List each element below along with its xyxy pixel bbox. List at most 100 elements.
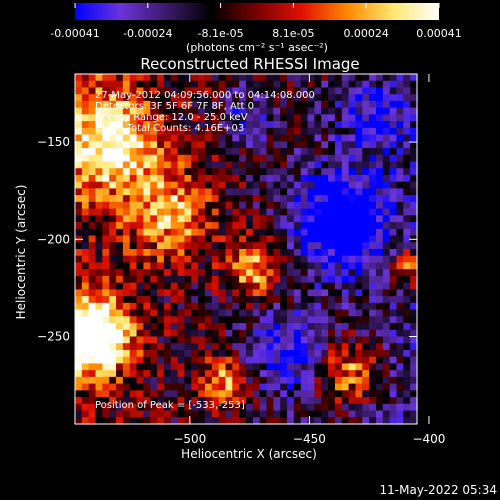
heatmap-cell [403,87,411,95]
heatmap-cell [163,208,172,216]
heatmap-cell [109,242,117,250]
heatmap-cell [334,127,343,136]
heatmap-cell [157,208,165,216]
heatmap-cell [314,127,322,136]
heatmap-cell [355,262,363,270]
heatmap-cell [232,296,240,304]
heatmap-cell [280,121,288,129]
heatmap-cell [232,107,240,115]
heatmap-cell [355,215,363,223]
heatmap-cell [163,94,172,102]
heatmap-cell [355,309,363,317]
heatmap-cell [300,80,309,89]
heatmap-cell [362,309,370,317]
heatmap-cell [198,195,206,203]
heatmap-cell [259,255,268,264]
heatmap-cell [246,215,254,223]
heatmap-cell [246,349,254,358]
heatmap-cell [157,289,165,297]
heatmap-cell [307,127,315,136]
heatmap-cell [211,148,220,156]
heatmap-cell [136,208,144,216]
heatmap-cell [362,296,370,304]
heatmap-cell [396,363,404,371]
heatmap-cell [293,168,302,176]
heatmap-cell [314,255,322,264]
heatmap-cell [143,302,151,311]
heatmap-cell [239,107,247,115]
heatmap-cell [218,195,227,203]
heatmap-cell [81,289,90,297]
heatmap-cell [307,100,315,109]
heatmap-cell [293,114,302,122]
heatmap-cell [375,107,384,115]
heatmap-cell [328,269,336,277]
heatmap-cell [362,356,370,365]
heatmap-cell [198,296,206,304]
heatmap-cell [389,228,398,237]
heatmap-cell [293,255,302,264]
heatmap-cell [157,262,165,270]
heatmap-cell [211,188,220,196]
heatmap-cell [355,235,363,243]
heatmap-cell [88,188,97,196]
heatmap-cell [246,134,254,142]
heatmap-cell [348,148,357,156]
heatmap-cell [328,87,336,95]
heatmap-cell [239,148,247,156]
heatmap-cell [109,249,117,257]
heatmap-cell [109,329,117,338]
heatmap-cell [328,343,336,351]
heatmap-cell [369,329,377,338]
heatmap-cell [211,208,220,216]
heatmap-cell [184,336,192,344]
heatmap-cell [328,302,336,311]
heatmap-cell [81,403,90,412]
colorbar-tick-label: 0.00024 [343,27,389,40]
heatmap-cell [143,121,151,129]
heatmap-cell [163,235,172,243]
heatmap-cell [273,296,281,304]
heatmap-cell [293,302,302,311]
heatmap-cell [102,356,110,365]
heatmap-cell [129,94,138,102]
heatmap-cell [88,201,97,210]
heatmap-cell [81,94,90,102]
heatmap-cell [232,168,240,176]
heatmap-cell [362,181,370,190]
heatmap-cell [293,74,302,82]
heatmap-cell [396,74,404,82]
heatmap-cell [307,87,315,95]
heatmap-cell [348,316,357,324]
heatmap-cell [95,336,103,344]
heatmap-cell [225,302,233,311]
heatmap-cell [266,134,274,142]
heatmap-cell [95,390,103,398]
heatmap-cell [136,94,144,102]
heatmap-cell [273,127,281,136]
heatmap-cell [157,94,165,102]
heatmap-cell [314,390,322,398]
heatmap-cell [355,195,363,203]
heatmap-cell [116,141,124,149]
heatmap-cell [136,410,144,418]
heatmap-cell [396,100,404,109]
heatmap-cell [410,228,418,237]
heatmap-cell [218,222,227,230]
heatmap-cell [184,74,192,82]
heatmap-cell [280,94,288,102]
heatmap-cell [129,114,138,122]
heatmap-cell [410,316,418,324]
heatmap-cell [129,208,138,216]
heatmap-cell [225,296,233,304]
heatmap-cell [403,410,411,418]
heatmap-cell [170,329,179,338]
heatmap-cell [355,201,363,210]
heatmap-cell [403,242,411,250]
heatmap-cell [163,107,172,115]
heatmap-cell [163,148,172,156]
heatmap-cell [191,349,199,358]
heatmap-cell [266,114,274,122]
heatmap-cell [341,309,350,317]
heatmap-cell [341,417,350,425]
